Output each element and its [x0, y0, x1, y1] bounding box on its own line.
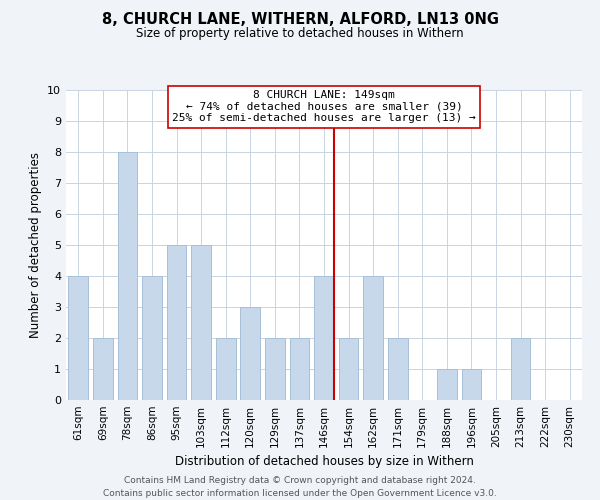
Bar	[142, 276, 162, 400]
Bar	[461, 369, 481, 400]
Text: Contains public sector information licensed under the Open Government Licence v3: Contains public sector information licen…	[103, 489, 497, 498]
Bar	[93, 338, 113, 400]
Y-axis label: Number of detached properties: Number of detached properties	[29, 152, 41, 338]
Bar	[68, 276, 88, 400]
Bar	[364, 276, 383, 400]
Bar	[290, 338, 309, 400]
Text: Contains HM Land Registry data © Crown copyright and database right 2024.: Contains HM Land Registry data © Crown c…	[124, 476, 476, 485]
Text: Size of property relative to detached houses in Withern: Size of property relative to detached ho…	[136, 28, 464, 40]
Bar	[388, 338, 407, 400]
Bar	[167, 245, 187, 400]
Bar	[314, 276, 334, 400]
Bar	[118, 152, 137, 400]
Bar	[241, 307, 260, 400]
Text: 8 CHURCH LANE: 149sqm
← 74% of detached houses are smaller (39)
25% of semi-deta: 8 CHURCH LANE: 149sqm ← 74% of detached …	[172, 90, 476, 123]
Bar	[265, 338, 284, 400]
X-axis label: Distribution of detached houses by size in Withern: Distribution of detached houses by size …	[175, 456, 473, 468]
Bar	[511, 338, 530, 400]
Bar	[339, 338, 358, 400]
Bar	[437, 369, 457, 400]
Bar	[191, 245, 211, 400]
Text: 8, CHURCH LANE, WITHERN, ALFORD, LN13 0NG: 8, CHURCH LANE, WITHERN, ALFORD, LN13 0N…	[101, 12, 499, 28]
Bar	[216, 338, 236, 400]
